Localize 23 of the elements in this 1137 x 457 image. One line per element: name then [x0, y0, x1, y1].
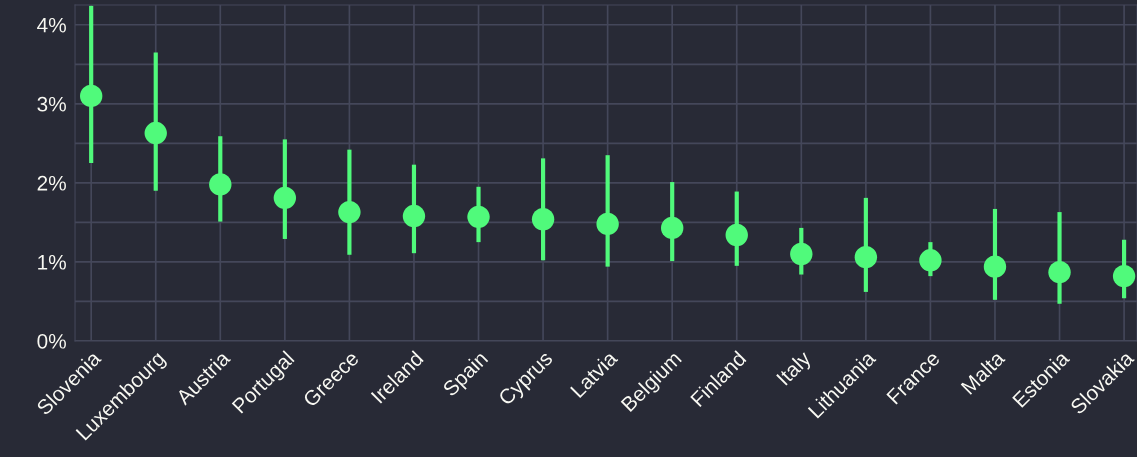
- point: [79, 84, 103, 108]
- point: [725, 223, 748, 247]
- point: [790, 242, 813, 266]
- point: [467, 205, 490, 229]
- point: [919, 249, 942, 272]
- point: [660, 216, 684, 240]
- y-tick-label: 0%: [37, 333, 66, 349]
- point: [1112, 264, 1136, 288]
- point: [144, 121, 167, 145]
- point: [531, 208, 555, 231]
- y-tick-label: 2%: [37, 175, 66, 191]
- y-tick-label: 4%: [37, 17, 66, 33]
- point: [273, 186, 297, 210]
- point: [209, 173, 232, 196]
- point: [596, 212, 619, 236]
- y-tick-label: 3%: [37, 96, 66, 112]
- point: [1048, 260, 1071, 284]
- x-tick-label: Italy: [775, 349, 816, 389]
- point: [338, 200, 361, 224]
- y-tick-label: 1%: [38, 254, 66, 270]
- point: [854, 245, 878, 269]
- point: [983, 255, 1007, 278]
- point: [402, 204, 426, 228]
